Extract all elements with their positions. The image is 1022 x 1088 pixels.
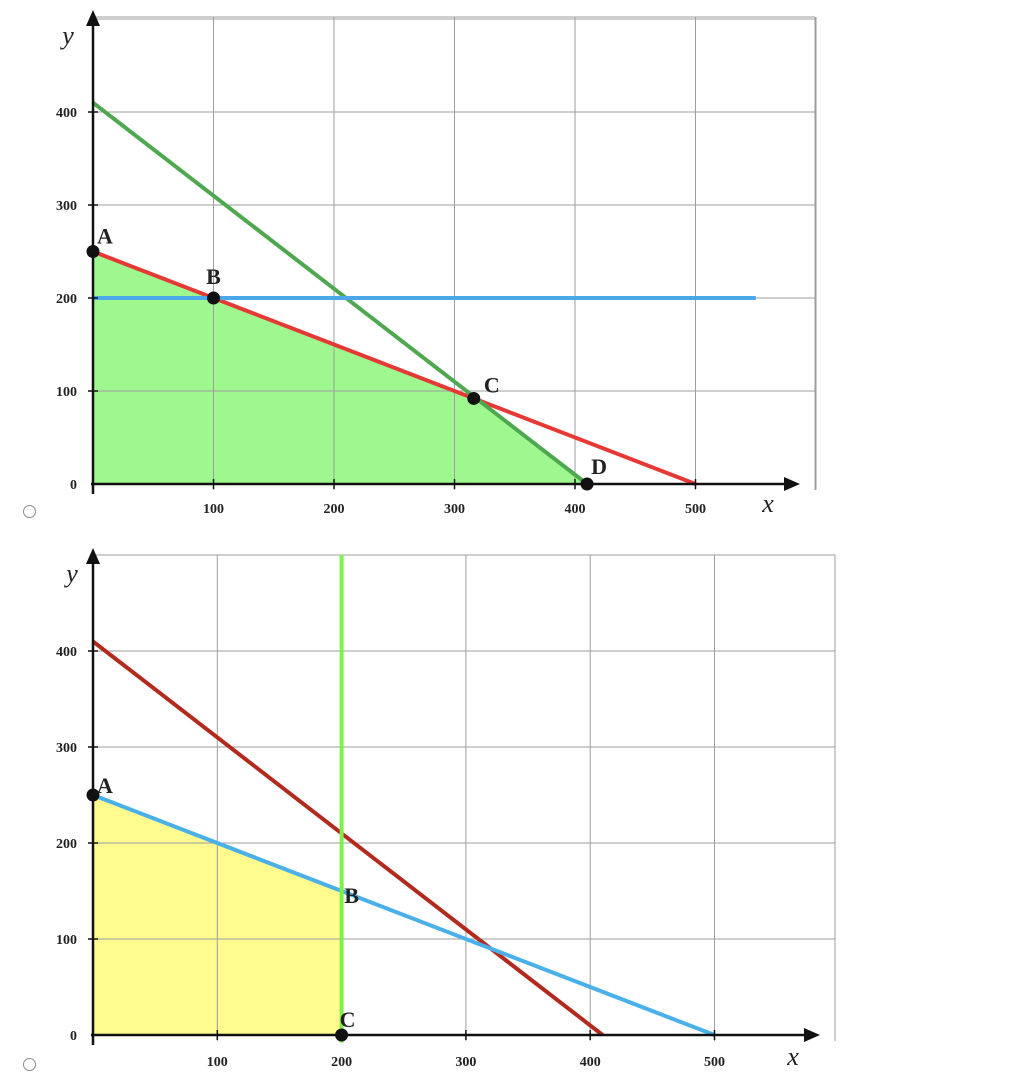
c1-point-b-marker — [207, 291, 220, 305]
c1-x-tick-label-100: 100 — [203, 502, 224, 517]
c2-y-tick-label-100: 100 — [56, 933, 77, 948]
c1-y-tick-label-400: 400 — [56, 106, 77, 121]
c1-constraint-line-1 — [92, 249, 697, 486]
c2-point-a-marker — [86, 788, 100, 802]
c2-x-tick-label-100: 100 — [207, 1055, 228, 1070]
c1-y-axis-arrowhead — [86, 10, 100, 26]
c2-point-c-label: C — [340, 1007, 356, 1032]
c1-x-tick-label-400: 400 — [565, 502, 586, 517]
c2-y-tick-label-300: 300 — [56, 741, 77, 756]
c1-x-tick-label-200: 200 — [324, 502, 345, 517]
c1-point-c-label: C — [484, 372, 500, 397]
option-2-radio-button[interactable] — [23, 1058, 36, 1071]
c2-point-a-label: A — [97, 773, 113, 798]
c2-y-axis-label: y — [63, 559, 78, 588]
c1-point-a-label: A — [97, 224, 113, 249]
c1-x-tick-label-500: 500 — [685, 502, 706, 517]
c1-y-tick-label-0: 0 — [70, 478, 77, 493]
c2-point-b-label: B — [344, 883, 359, 908]
c1-y-axis-label: y — [59, 21, 74, 50]
c2-x-tick-label-500: 500 — [704, 1055, 725, 1070]
c1-y-tick-label-300: 300 — [56, 199, 77, 214]
c2-x-tick-label-200: 200 — [331, 1055, 352, 1070]
c1-y-tick-label-100: 100 — [56, 385, 77, 400]
c2-point-c-marker — [335, 1028, 349, 1042]
c2-constraint-line-2 — [92, 793, 716, 1037]
c1-y-tick-label-200: 200 — [56, 292, 77, 307]
c1-x-axis-arrowhead — [784, 477, 800, 491]
c2-y-tick-label-200: 200 — [56, 837, 77, 852]
c1-feasible-region — [93, 251, 588, 484]
c1-point-d-marker — [580, 477, 594, 491]
option-1-radio-button[interactable] — [23, 505, 36, 518]
c1-x-axis-label: x — [761, 489, 774, 518]
c1-x-tick-label-300: 300 — [444, 502, 465, 517]
c1-point-c-marker — [467, 391, 481, 405]
c2-x-tick-label-300: 300 — [455, 1055, 476, 1070]
c2-y-tick-label-0: 0 — [70, 1029, 77, 1044]
c2-y-tick-label-400: 400 — [56, 645, 77, 660]
c1-point-a-marker — [86, 245, 100, 258]
c1-point-d-label: D — [591, 454, 607, 479]
c2-constraint-line-1 — [91, 639, 604, 1037]
c2-x-tick-label-400: 400 — [580, 1055, 601, 1070]
c1-point-b-label: B — [206, 264, 221, 289]
c2-x-axis-arrowhead — [804, 1028, 820, 1042]
c1-constraint-line-2 — [91, 101, 589, 486]
c2-y-axis-arrowhead — [86, 548, 100, 564]
c2-x-axis-label: x — [786, 1042, 799, 1071]
